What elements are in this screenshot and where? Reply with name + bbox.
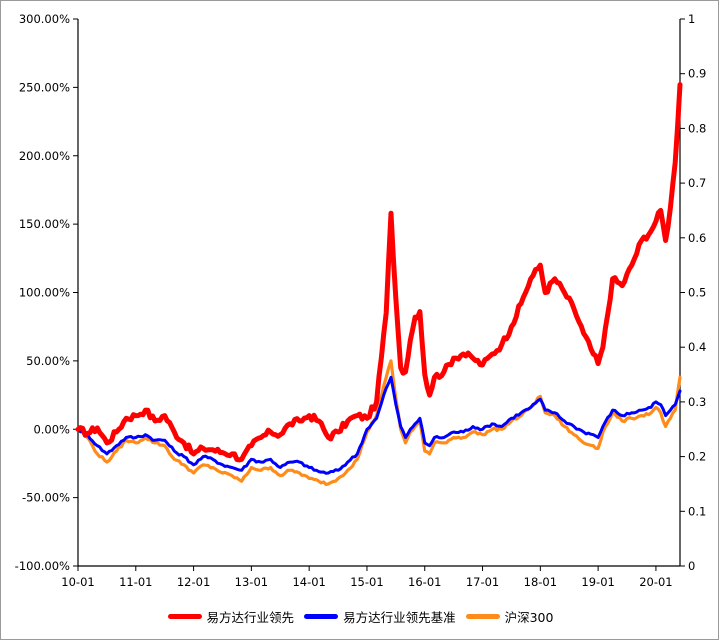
legend-swatch (304, 613, 339, 619)
y-right-tick-label: 0.2 (688, 450, 706, 464)
x-tick-label: 15-01 (350, 575, 383, 589)
y-left-tick-label: 100.00% (19, 286, 70, 300)
legend-label: 易方达行业领先基准 (343, 609, 456, 625)
y-left-tick-label: 200.00% (19, 149, 70, 163)
y-right-tick-label: 0.9 (688, 67, 706, 81)
y-right-tick-label: 0.3 (688, 395, 706, 409)
y-right-tick-label: 0.4 (688, 340, 706, 354)
x-tick-label: 12-01 (177, 575, 210, 589)
y-left-tick-label: 0.00% (33, 422, 70, 436)
x-tick-label: 18-01 (524, 575, 557, 589)
y-left-tick-label: 300.00% (19, 12, 70, 26)
series-line (75, 82, 683, 463)
legend-item: 易方达行业领先基准 (304, 607, 456, 626)
x-tick-label: 19-01 (581, 575, 614, 589)
x-tick-label: 13-01 (235, 575, 268, 589)
y-left-tick-label: -100.00% (15, 559, 70, 573)
y-right-tick-label: 0 (688, 559, 695, 573)
y-right-tick-label: 0.5 (688, 286, 706, 300)
y-left-tick-label: 250.00% (19, 80, 70, 94)
y-right-tick-label: 0.6 (688, 231, 706, 245)
legend-swatch (465, 613, 500, 619)
y-left-tick-label: -50.00% (22, 491, 70, 505)
line-chart: -100.00% -50.00% 0.00% 50.00% 100.00% 150.00%… (15, 12, 707, 589)
legend-swatch (167, 613, 202, 619)
legend-item: 沪深300 (465, 607, 554, 626)
y-right-tick-label: 0.8 (688, 121, 706, 135)
y-right-tick-label: 0.1 (688, 504, 706, 518)
y-left-tick-label: 150.00% (19, 217, 70, 231)
x-tick-label: 10-01 (61, 575, 94, 589)
x-tick-label: 20-01 (639, 575, 672, 589)
x-tick-label: 16-01 (408, 575, 441, 589)
y-right-tick-label: 1 (688, 12, 695, 26)
x-tick-label: 14-01 (292, 575, 325, 589)
legend-label: 沪深300 (504, 609, 554, 625)
x-tick-label: 17-01 (466, 575, 499, 589)
legend-label: 易方达行业领先 (206, 609, 295, 625)
y-left-tick-label: 50.00% (26, 354, 70, 368)
legend-item: 易方达行业领先 (167, 607, 295, 626)
y-right-tick-label: 0.7 (688, 176, 706, 190)
series-line (76, 375, 682, 475)
legend: 易方达行业领先 易方达行业领先基准 沪深300 (0, 604, 721, 628)
x-tick-label: 11-01 (119, 575, 152, 589)
